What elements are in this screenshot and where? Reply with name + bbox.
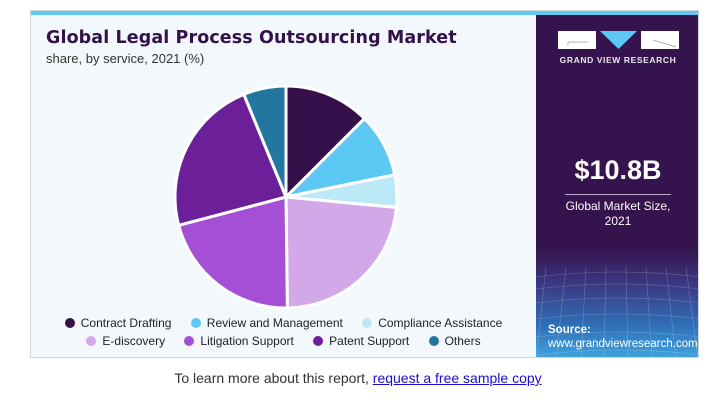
legend-dot-icon xyxy=(428,336,439,346)
legend-item-contract-drafting: Contract Drafting xyxy=(64,316,171,330)
brand-name: GRAND VIEW RESEARCH xyxy=(559,55,677,65)
info-panel: GRAND VIEW RESEARCH $10.8B Global Market… xyxy=(536,15,698,357)
source-label: Source: xyxy=(548,324,591,336)
legend-row-1: Contract Drafting Review and Management … xyxy=(31,316,536,330)
legend-item-review-and-management: Review and Management xyxy=(190,316,343,330)
request-sample-link[interactable]: request a free sample copy xyxy=(372,370,542,386)
source-url: www.grandviewresearch.com xyxy=(548,338,698,350)
legend-dot-icon xyxy=(184,336,195,346)
chart-title: Global Legal Process Outsourcing Market xyxy=(46,28,457,48)
divider xyxy=(565,194,671,195)
footer-text: To learn more about this report, xyxy=(174,370,373,386)
market-size-label: Global Market Size, 2021 xyxy=(565,199,671,228)
legend-row-2: E-discovery Litigation Support Patent Su… xyxy=(31,334,536,348)
pie-slice-others xyxy=(242,85,288,199)
legend-dot-icon xyxy=(362,318,373,328)
pie-slice-e-discovery xyxy=(284,195,398,309)
footer: To learn more about this report, request… xyxy=(0,370,716,386)
legend-dot-icon xyxy=(64,318,75,328)
pie-slice-litigation-support xyxy=(177,195,289,309)
pie-slice-patent-support xyxy=(174,92,288,227)
market-size-value: $10.8B xyxy=(574,155,662,185)
chart-subtitle: share, by service, 2021 (%) xyxy=(46,51,205,66)
accent-bar xyxy=(31,11,698,15)
pie-chart xyxy=(174,85,398,309)
grid-background xyxy=(536,247,698,357)
legend-item-patent-support: Patent Support xyxy=(313,334,409,348)
legend-dot-icon xyxy=(86,336,97,346)
chart-card: Global Legal Process Outsourcing Market … xyxy=(30,10,699,358)
legend-item-others: Others xyxy=(428,334,481,348)
grand-view-research-logo-icon xyxy=(558,31,679,49)
legend-item-litigation-support: Litigation Support xyxy=(184,334,294,348)
legend-dot-icon xyxy=(313,336,324,346)
legend-dot-icon xyxy=(190,318,201,328)
pie-slice-contract-drafting xyxy=(284,85,366,199)
legend-item-compliance-assistance: Compliance Assistance xyxy=(362,316,502,330)
legend-item-e-discovery: E-discovery xyxy=(86,334,165,348)
grid-pattern-icon xyxy=(536,266,698,357)
